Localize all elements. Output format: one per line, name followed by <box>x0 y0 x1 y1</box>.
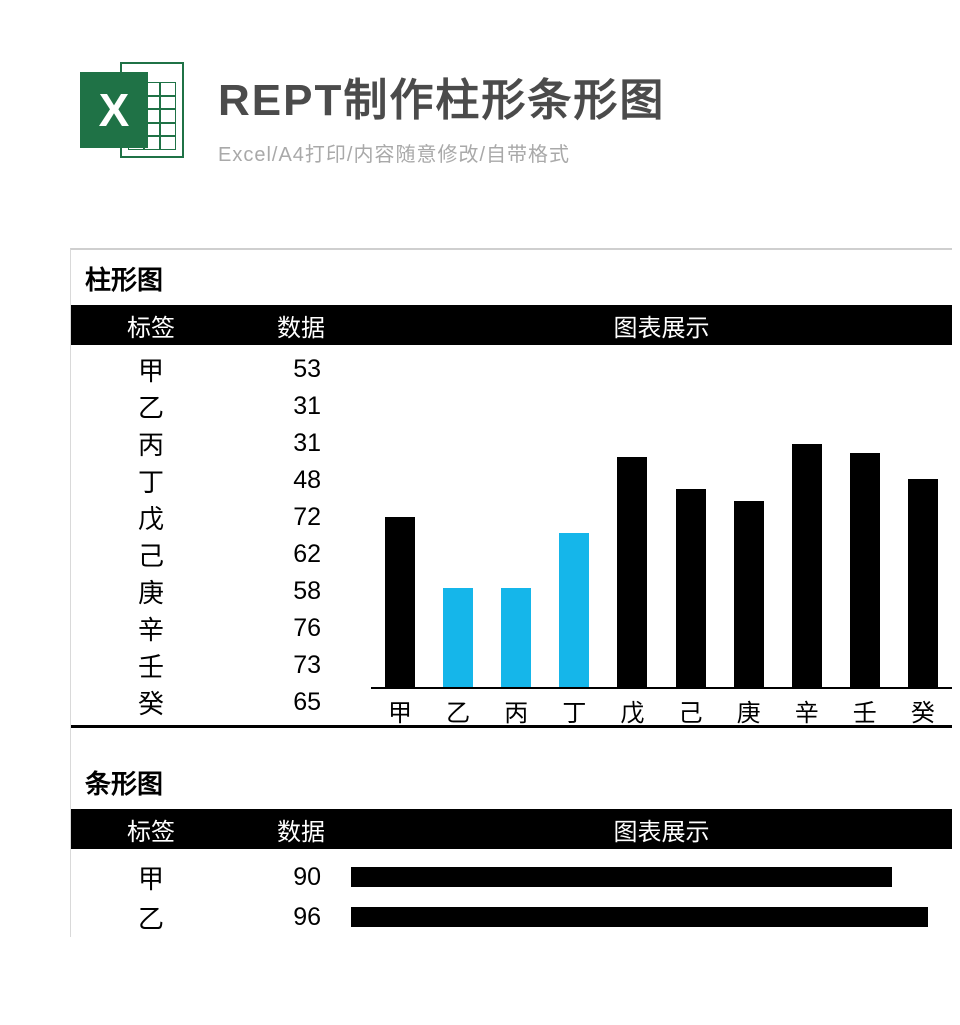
column-chart-header-row: 标签 数据 图表展示 <box>71 305 952 345</box>
chart-bar <box>501 588 531 687</box>
table-row: 丙31 <box>71 425 371 462</box>
x-axis-label: 乙 <box>429 689 487 725</box>
x-axis-label: 庚 <box>720 689 778 725</box>
bar-slot <box>778 367 836 687</box>
row-label: 甲 <box>71 351 231 388</box>
column-chart-bars <box>371 367 952 687</box>
row-value: 62 <box>231 540 351 569</box>
row-value: 76 <box>231 614 351 643</box>
chart-bar <box>443 588 473 687</box>
table-row: 丁48 <box>71 462 371 499</box>
column-chart-xlabels: 甲乙丙丁戊己庚辛壬癸 <box>371 689 952 725</box>
row-label: 庚 <box>71 573 231 610</box>
header-chart: 图表展示 <box>371 308 952 343</box>
row-value: 72 <box>231 503 351 532</box>
sheet-preview: 柱形图 标签 数据 图表展示 甲53乙31丙31丁48戊72己62庚58辛76壬… <box>70 248 952 937</box>
chart-bar <box>676 489 706 687</box>
bar-chart-title: 条形图 <box>71 754 952 809</box>
row-label: 丁 <box>71 462 231 499</box>
row-label: 戊 <box>71 499 231 536</box>
row-label: 乙 <box>71 388 231 425</box>
table-row: 辛76 <box>71 610 371 647</box>
table-row: 戊72 <box>71 499 371 536</box>
hbar-fill <box>351 907 928 927</box>
excel-icon: X <box>80 60 186 160</box>
row-label: 癸 <box>71 684 231 721</box>
row-label: 乙 <box>71 899 231 936</box>
row-value: 96 <box>231 903 351 932</box>
bar-chart-section: 条形图 标签 数据 图表展示 甲90乙96 <box>71 754 952 937</box>
table-row: 癸65 <box>71 684 371 721</box>
chart-bar <box>617 457 647 687</box>
chart-bar <box>850 453 880 687</box>
header-label: 标签 <box>71 308 231 343</box>
bar-slot <box>429 367 487 687</box>
x-axis-label: 戊 <box>603 689 661 725</box>
x-axis-label: 己 <box>661 689 719 725</box>
row-label: 己 <box>71 536 231 573</box>
row-value: 65 <box>231 688 351 717</box>
hbar-track <box>351 907 952 927</box>
row-value: 31 <box>231 429 351 458</box>
chart-bar <box>559 533 589 687</box>
bar-slot <box>894 367 952 687</box>
page-title: REPT制作柱形条形图 <box>218 64 665 128</box>
row-value: 90 <box>231 863 351 892</box>
x-axis-label: 辛 <box>778 689 836 725</box>
bar-slot <box>836 367 894 687</box>
chart-bar <box>792 444 822 687</box>
bar-slot <box>371 367 429 687</box>
x-axis-label: 癸 <box>894 689 952 725</box>
header-label: 标签 <box>71 812 231 847</box>
hbar-row: 乙96 <box>71 897 952 937</box>
column-chart-data-list: 甲53乙31丙31丁48戊72己62庚58辛76壬73癸65 <box>71 345 371 725</box>
table-row: 甲53 <box>71 351 371 388</box>
header-value: 数据 <box>231 812 371 847</box>
table-row: 乙31 <box>71 388 371 425</box>
row-value: 53 <box>231 355 351 384</box>
bar-slot <box>661 367 719 687</box>
x-axis-label: 丙 <box>487 689 545 725</box>
bar-chart-header-row: 标签 数据 图表展示 <box>71 809 952 849</box>
hbar-fill <box>351 867 892 887</box>
bar-slot <box>720 367 778 687</box>
x-axis-label: 甲 <box>371 689 429 725</box>
row-label: 丙 <box>71 425 231 462</box>
header-chart: 图表展示 <box>371 812 952 847</box>
row-value: 48 <box>231 466 351 495</box>
x-axis-label: 丁 <box>545 689 603 725</box>
row-label: 辛 <box>71 610 231 647</box>
row-value: 58 <box>231 577 351 606</box>
table-row: 己62 <box>71 536 371 573</box>
column-chart-title: 柱形图 <box>71 250 952 305</box>
chart-bar <box>385 517 415 687</box>
title-block: REPT制作柱形条形图 Excel/A4打印/内容随意修改/自带格式 <box>218 60 665 167</box>
bar-slot <box>603 367 661 687</box>
chart-bar <box>734 501 764 687</box>
bar-slot <box>545 367 603 687</box>
chart-bar <box>908 479 938 687</box>
x-axis-label: 壬 <box>836 689 894 725</box>
table-row: 壬73 <box>71 647 371 684</box>
header-value: 数据 <box>231 308 371 343</box>
column-chart-section: 柱形图 标签 数据 图表展示 甲53乙31丙31丁48戊72己62庚58辛76壬… <box>71 250 952 728</box>
row-value: 73 <box>231 651 351 680</box>
excel-x-icon: X <box>80 72 148 148</box>
row-label: 甲 <box>71 859 231 896</box>
table-row: 庚58 <box>71 573 371 610</box>
column-chart-area: 甲乙丙丁戊己庚辛壬癸 <box>371 345 952 725</box>
bar-chart-list: 甲90乙96 <box>71 849 952 937</box>
page-subtitle: Excel/A4打印/内容随意修改/自带格式 <box>218 138 665 167</box>
row-label: 壬 <box>71 647 231 684</box>
row-value: 31 <box>231 392 351 421</box>
bar-slot <box>487 367 545 687</box>
hbar-row: 甲90 <box>71 857 952 897</box>
hbar-track <box>351 867 952 887</box>
page-header: X REPT制作柱形条形图 Excel/A4打印/内容随意修改/自带格式 <box>0 0 960 167</box>
